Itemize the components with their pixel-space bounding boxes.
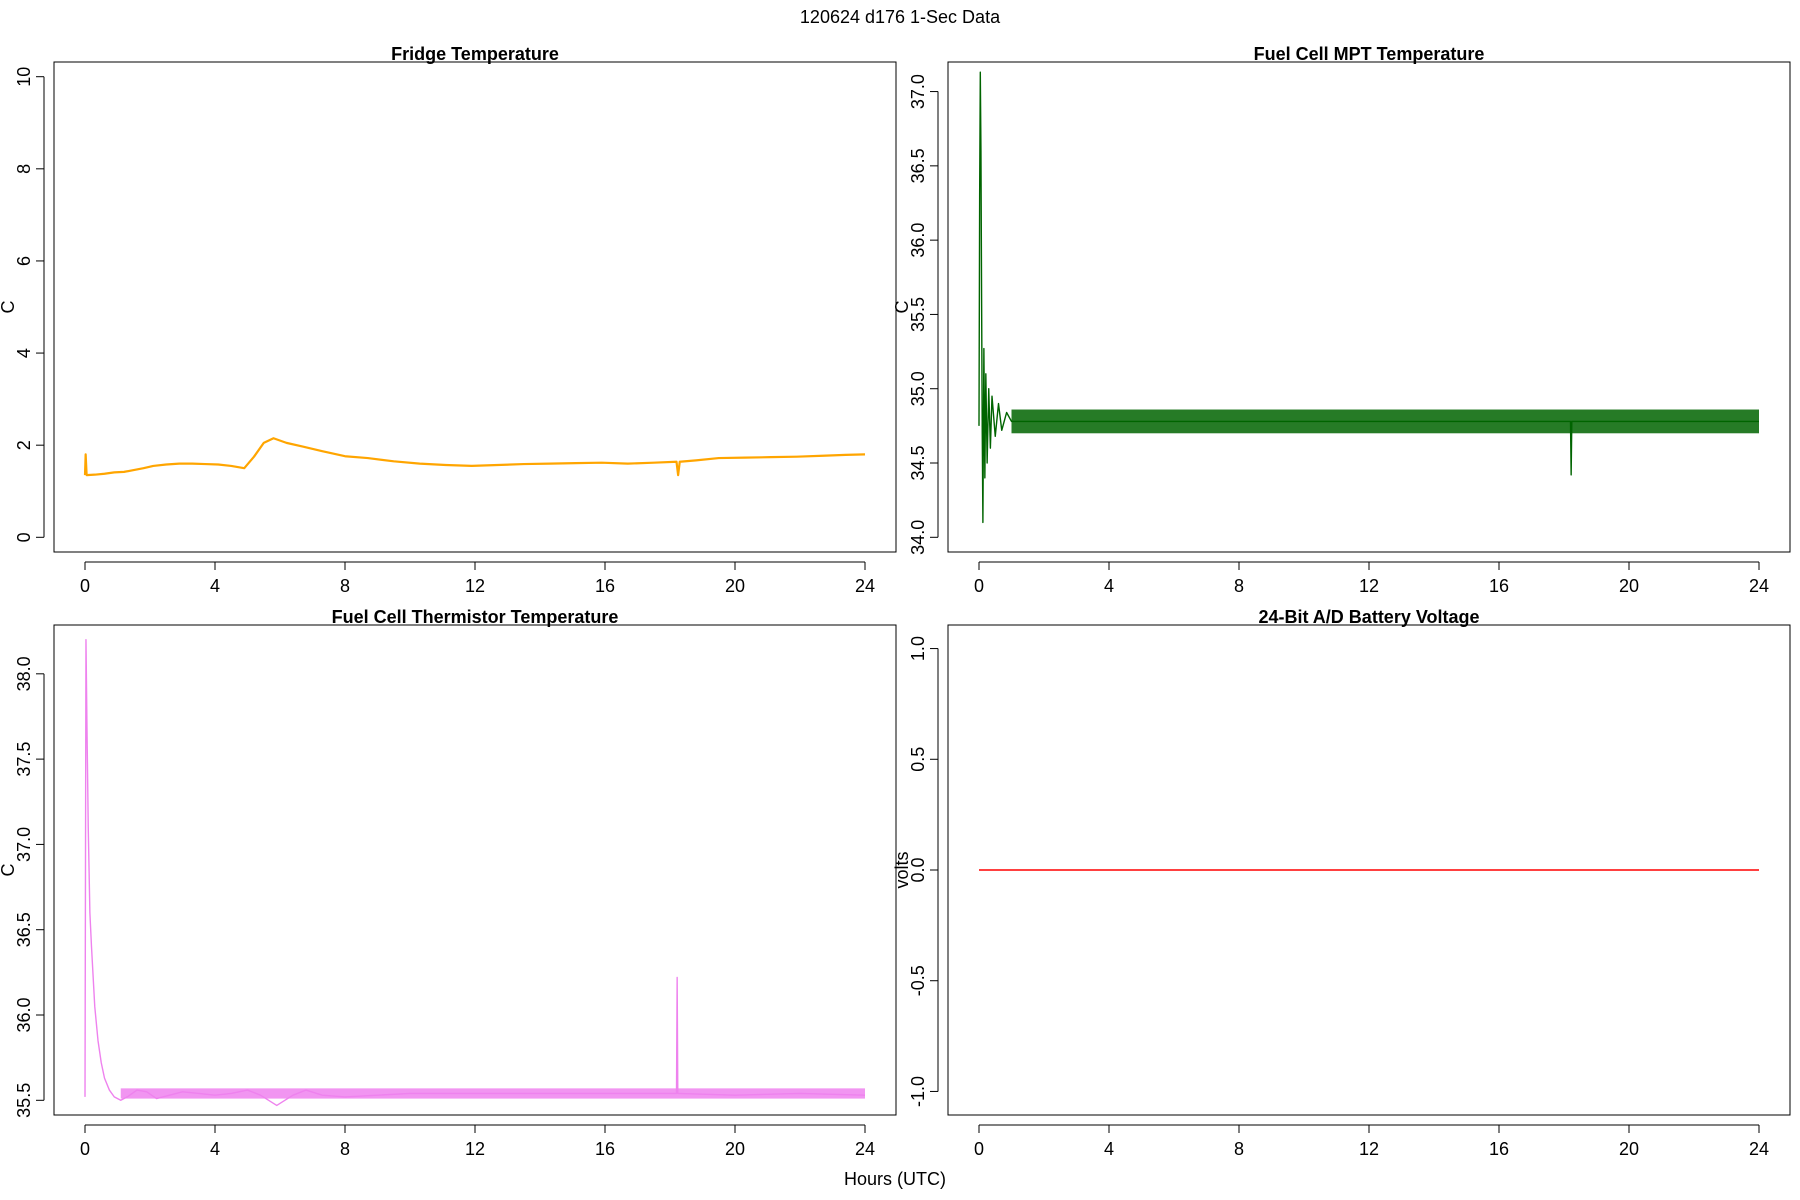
panel-3-x-tick-label: 8 bbox=[340, 1139, 350, 1159]
panel-4-x-tick-label: 20 bbox=[1619, 1139, 1639, 1159]
panel-2: Fuel Cell MPT Temperature C 0 4 8 12 16 20 24 34.… bbox=[892, 44, 1791, 596]
panel-3-x-tick-label: 24 bbox=[855, 1139, 875, 1159]
panel-3-y-axis-label: C bbox=[0, 864, 18, 877]
panel-3-frame bbox=[53, 624, 897, 1116]
panel-3-plot-area bbox=[84, 639, 866, 1107]
panel-3-y-tick-label: 36.5 bbox=[14, 912, 34, 947]
panel-2-series-line bbox=[978, 71, 1759, 524]
panel-2-title: Fuel Cell MPT Temperature bbox=[1254, 44, 1485, 64]
panel-4-y-axis-label: volts bbox=[892, 851, 912, 888]
panel-4-y-tick-label: -0.5 bbox=[908, 965, 928, 996]
panel-3-y-tick-label: 37.0 bbox=[14, 827, 34, 862]
panel-1-x-tick-label: 20 bbox=[725, 576, 745, 596]
panel-1-x-tick-label: 8 bbox=[340, 576, 350, 596]
panel-2-frame bbox=[947, 61, 1791, 553]
panel-4-x-tick-label: 0 bbox=[974, 1139, 984, 1159]
panel-4: 24-Bit A/D Battery Voltage volts 0 4 8 12 16 20… bbox=[892, 607, 1791, 1159]
panel-2-y-axis-label: C bbox=[892, 301, 912, 314]
panel-1-x-tick-label: 4 bbox=[210, 576, 220, 596]
panel-2-x-tick-label: 0 bbox=[974, 576, 984, 596]
panel-2-x-tick-label: 8 bbox=[1234, 576, 1244, 596]
panel-4-x-tick-label: 16 bbox=[1489, 1139, 1509, 1159]
panel-4-y-tick-label: 0.5 bbox=[908, 747, 928, 772]
panel-1-y-tick-label: 0 bbox=[14, 532, 34, 542]
panel-2-x-tick-label: 20 bbox=[1619, 576, 1639, 596]
panel-3-x-tick-label: 16 bbox=[595, 1139, 615, 1159]
panel-2-x-tick-label: 24 bbox=[1749, 576, 1769, 596]
panel-3-y-tick-label: 37.5 bbox=[14, 742, 34, 777]
panel-1-plot-area bbox=[83, 437, 866, 477]
panel-1-x-tick-label: 24 bbox=[855, 576, 875, 596]
panel-4-x-tick-label: 24 bbox=[1749, 1139, 1769, 1159]
panel-3-title: Fuel Cell Thermistor Temperature bbox=[332, 607, 619, 627]
panel-1-y-tick-label: 8 bbox=[14, 164, 34, 174]
panel-4-x-tick-label: 4 bbox=[1104, 1139, 1114, 1159]
panel-2-y-tick-label: 34.5 bbox=[908, 445, 928, 480]
panel-4-frame bbox=[947, 624, 1791, 1116]
panel-1-series-line bbox=[83, 437, 866, 477]
panel-4-x-tick-label: 8 bbox=[1234, 1139, 1244, 1159]
panel-1-y-axis-label: C bbox=[0, 301, 18, 314]
panel-3-x-tick-label: 20 bbox=[725, 1139, 745, 1159]
panel-1-frame bbox=[53, 61, 897, 553]
shared-x-axis-label: Hours (UTC) bbox=[844, 1169, 946, 1189]
panel-2-x-tick-label: 16 bbox=[1489, 576, 1509, 596]
panel-3-y-tick-label: 38.0 bbox=[14, 656, 34, 691]
panel-3-y-tick-label: 35.5 bbox=[14, 1083, 34, 1118]
panel-3-x-tick-label: 0 bbox=[80, 1139, 90, 1159]
panel-1-x-tick-label: 0 bbox=[80, 576, 90, 596]
panel-4-y-tick-label: 0.0 bbox=[908, 857, 928, 882]
panel-1-y-tick-label: 10 bbox=[14, 67, 34, 87]
figure-title: 120624 d176 1-Sec Data bbox=[800, 7, 1001, 27]
panel-4-y-tick-label: 1.0 bbox=[908, 636, 928, 661]
panel-1-y-tick-label: 6 bbox=[14, 256, 34, 266]
panel-2-x-tick-label: 4 bbox=[1104, 576, 1114, 596]
panel-1-y-tick-label: 4 bbox=[14, 348, 34, 358]
panel-2-x-tick-label: 12 bbox=[1359, 576, 1379, 596]
panel-3-x-tick-label: 12 bbox=[465, 1139, 485, 1159]
panel-3-series-line bbox=[84, 639, 866, 1107]
panel-2-plot-area bbox=[978, 71, 1759, 524]
panel-1-x-tick-label: 12 bbox=[465, 576, 485, 596]
panel-1-title: Fridge Temperature bbox=[391, 44, 559, 64]
panel-3-x-tick-label: 4 bbox=[210, 1139, 220, 1159]
panel-2-y-tick-label: 34.0 bbox=[908, 520, 928, 555]
panel-1-x-tick-label: 16 bbox=[595, 576, 615, 596]
panel-2-y-tick-label: 37.0 bbox=[908, 74, 928, 109]
panel-1-y-tick-label: 2 bbox=[14, 440, 34, 450]
panel-4-title: 24-Bit A/D Battery Voltage bbox=[1258, 607, 1479, 627]
panel-2-y-tick-label: 36.5 bbox=[908, 148, 928, 183]
panel-4-y-tick-label: -1.0 bbox=[908, 1076, 928, 1107]
panel-3-y-tick-label: 36.0 bbox=[14, 997, 34, 1032]
panel-2-y-tick-label: 36.0 bbox=[908, 223, 928, 258]
panel-4-x-tick-label: 12 bbox=[1359, 1139, 1379, 1159]
panel-2-y-tick-label: 35.5 bbox=[908, 297, 928, 332]
panel-2-y-tick-label: 35.0 bbox=[908, 371, 928, 406]
panel-3: Fuel Cell Thermistor Temperature C 0 4 8 12 16… bbox=[0, 607, 897, 1159]
